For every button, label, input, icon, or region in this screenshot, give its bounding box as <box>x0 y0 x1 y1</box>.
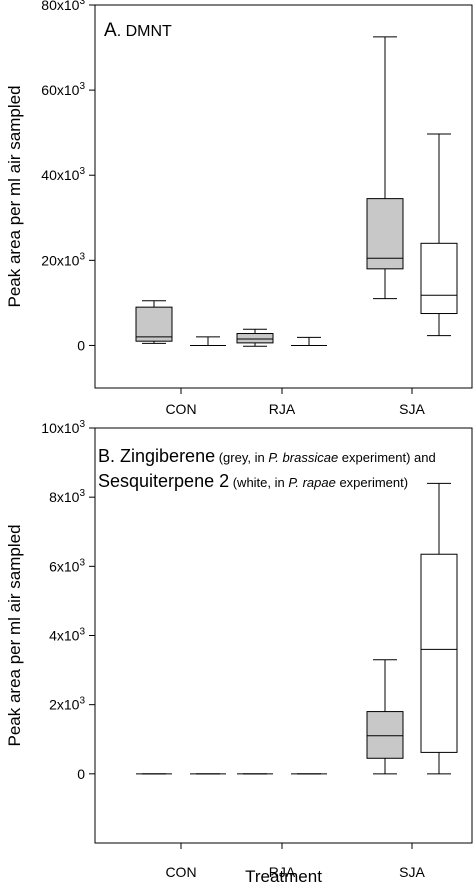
panel-title-part: experiment) <box>336 475 408 490</box>
x-axis-label: Treatment <box>245 867 322 886</box>
panel-title-text: . DMNT <box>117 23 172 40</box>
box-plot <box>236 328 274 347</box>
x-tick-label: RJA <box>269 864 296 880</box>
panel-title-part: (white, in <box>229 475 288 490</box>
y-tick-label-exp: 3 <box>79 166 85 177</box>
panel-label-dot: . <box>110 446 120 466</box>
y-tick-label-exp: 3 <box>79 419 85 430</box>
y-tick-label-exp: 3 <box>79 81 85 92</box>
box-plot <box>135 300 173 344</box>
x-tick-label: SJA <box>399 401 425 417</box>
y-tick-label: 4x103 <box>49 627 85 644</box>
box-plot <box>420 133 458 337</box>
box-iqr <box>135 306 173 342</box>
box-plot <box>366 36 404 300</box>
y-tick-label: 0 <box>77 337 85 353</box>
plot-frame <box>94 4 473 389</box>
y-tick-label-base: 2x10 <box>49 697 80 713</box>
y-tick-label-base: 0 <box>77 766 85 782</box>
y-tick-label: 2x103 <box>49 696 85 713</box>
x-tick-label: CON <box>165 864 196 880</box>
panel-title-part: P. rapae <box>288 475 335 490</box>
y-tick-label-exp: 3 <box>79 696 85 707</box>
y-tick-label: 0 <box>77 766 85 782</box>
y-tick-label-base: 60x10 <box>41 82 79 98</box>
y-tick-label-exp: 3 <box>79 557 85 568</box>
box-plot <box>190 336 226 346</box>
box-iqr <box>236 333 274 344</box>
panel-title-part: (grey, in <box>215 450 268 465</box>
y-tick-label-exp: 3 <box>79 627 85 638</box>
panel-label: B <box>98 446 110 466</box>
panel-label: A <box>104 20 117 41</box>
y-tick-label-base: 6x10 <box>49 558 80 574</box>
box-plot <box>366 659 404 775</box>
panel-title-line1: B. Zingiberene (grey, in P. brassicae ex… <box>98 446 436 466</box>
y-tick-label-base: 10x10 <box>41 420 79 436</box>
box-plot <box>291 336 327 346</box>
box-iqr <box>366 198 404 270</box>
y-tick-label: 80x103 <box>41 0 85 13</box>
box-iqr <box>420 553 458 753</box>
y-tick-label: 60x103 <box>41 81 85 98</box>
box-iqr <box>420 242 458 315</box>
panel-title-part: Zingiberene <box>120 446 215 466</box>
box-plot <box>420 482 458 775</box>
y-axis-label: Peak area per ml air sampled <box>5 85 24 307</box>
x-tick-label: CON <box>165 401 196 417</box>
panel-title-part: Sesquiterpene 2 <box>98 471 229 491</box>
panel-title-line2: Sesquiterpene 2 (white, in P. rapae expe… <box>98 471 408 491</box>
y-tick-label-base: 8x10 <box>49 489 80 505</box>
y-tick-label-exp: 3 <box>79 0 85 7</box>
x-tick-label: RJA <box>269 401 296 417</box>
y-tick-label: 6x103 <box>49 557 85 574</box>
y-tick-label-base: 80x10 <box>41 0 79 13</box>
y-tick-label: 10x103 <box>41 419 85 436</box>
panel-title-part: P. brassicae <box>268 450 338 465</box>
y-tick-label-base: 40x10 <box>41 167 79 183</box>
y-tick-label-base: 20x10 <box>41 252 79 268</box>
panel-title: A. DMNT <box>104 20 172 41</box>
x-tick-label: SJA <box>399 864 425 880</box>
y-tick-label: 8x103 <box>49 488 85 505</box>
y-tick-label: 40x103 <box>41 166 85 183</box>
box-iqr <box>366 711 404 759</box>
y-axis-label: Peak area per ml air sampled <box>5 524 24 746</box>
y-tick-label-base: 4x10 <box>49 628 80 644</box>
y-tick-label-base: 0 <box>77 337 85 353</box>
panel-title-part: experiment) and <box>338 450 436 465</box>
y-tick-label-exp: 3 <box>79 488 85 499</box>
y-tick-label: 20x103 <box>41 251 85 268</box>
y-tick-label-exp: 3 <box>79 251 85 262</box>
